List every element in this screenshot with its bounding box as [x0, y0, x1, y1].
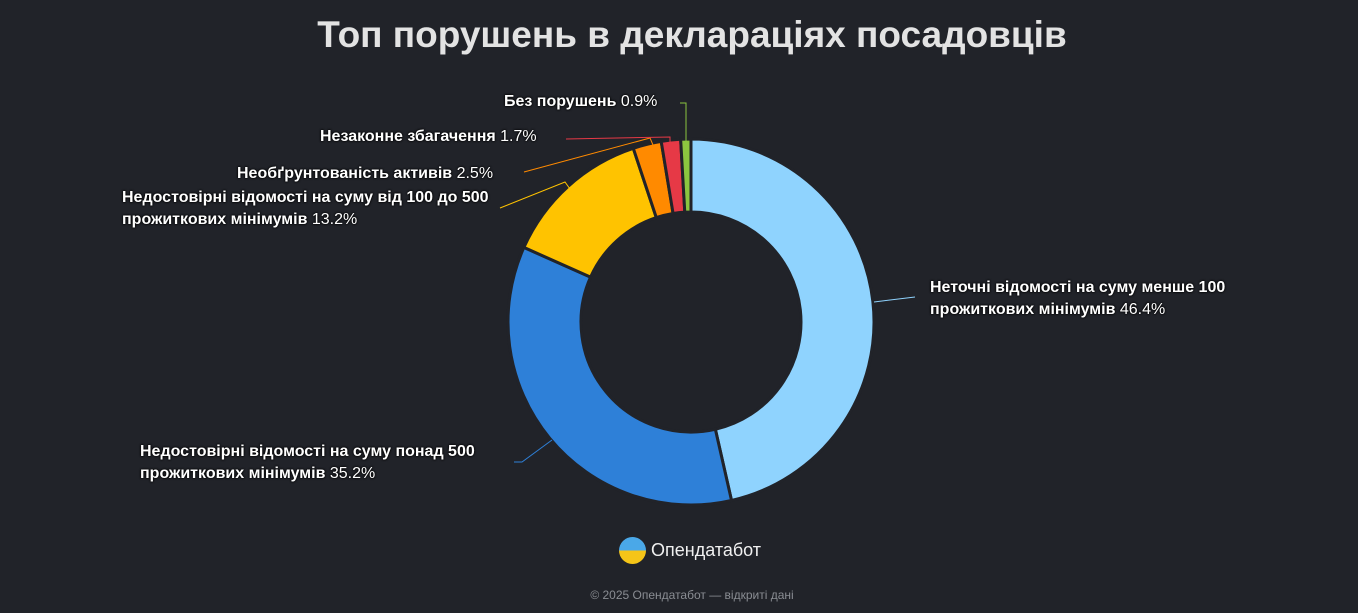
slice-label-1: Недостовірні відомості на суму понад 500… — [140, 443, 475, 482]
slice-label-4: Незаконне збагачення 1.7% — [320, 128, 537, 145]
leader-line-5 — [680, 102, 687, 142]
slice-2[interactable] — [522, 146, 658, 279]
leader-line-4 — [565, 136, 671, 143]
leader-line-1 — [514, 439, 553, 463]
slice-5[interactable] — [679, 137, 693, 214]
slice-label-0: Неточні відомості на суму менше 100 прож… — [930, 279, 1226, 318]
slice-label-2: Недостовірні відомості на суму від 100 д… — [122, 189, 489, 228]
leader-line-2 — [499, 181, 571, 209]
leader-line-3 — [523, 137, 654, 173]
slice-1[interactable] — [506, 245, 734, 507]
opendatabot-logo-icon — [619, 537, 646, 564]
leader-line-0 — [873, 296, 916, 303]
footer-copyright: © 2025 Опендатабот — відкриті дані — [590, 588, 794, 602]
brand-name: Опендатабот — [651, 540, 762, 560]
brand[interactable]: Опендатабот — [619, 537, 761, 564]
slice-label-5: Без порушень 0.9% — [504, 93, 658, 110]
chart-title: Топ порушень в деклараціях посадовців — [317, 14, 1067, 55]
slice-0[interactable] — [689, 137, 876, 502]
slice-label-3: Необґрунтованість активів 2.5% — [237, 165, 494, 182]
